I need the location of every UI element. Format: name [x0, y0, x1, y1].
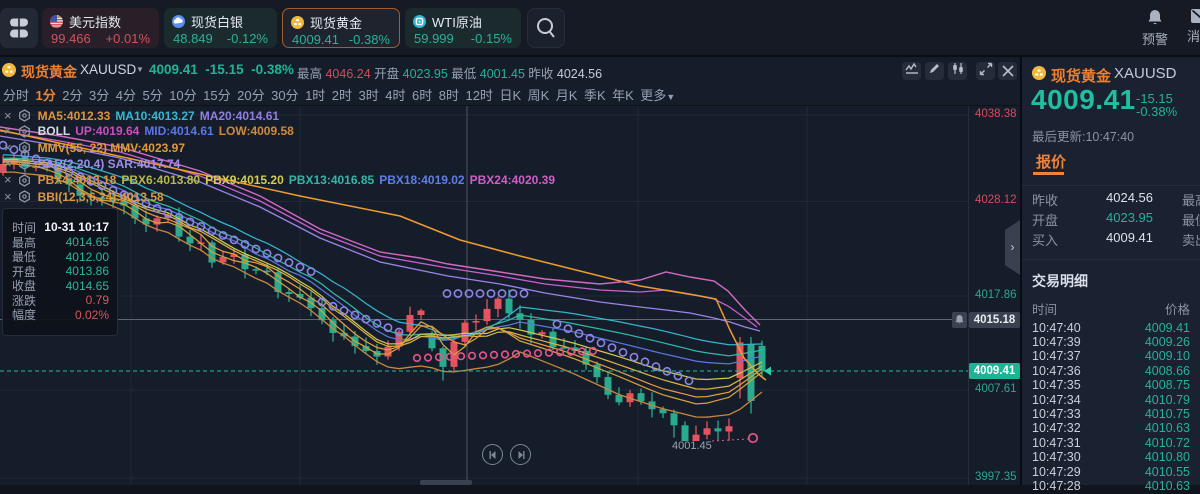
svg-text:4001.45: 4001.45	[672, 440, 712, 452]
